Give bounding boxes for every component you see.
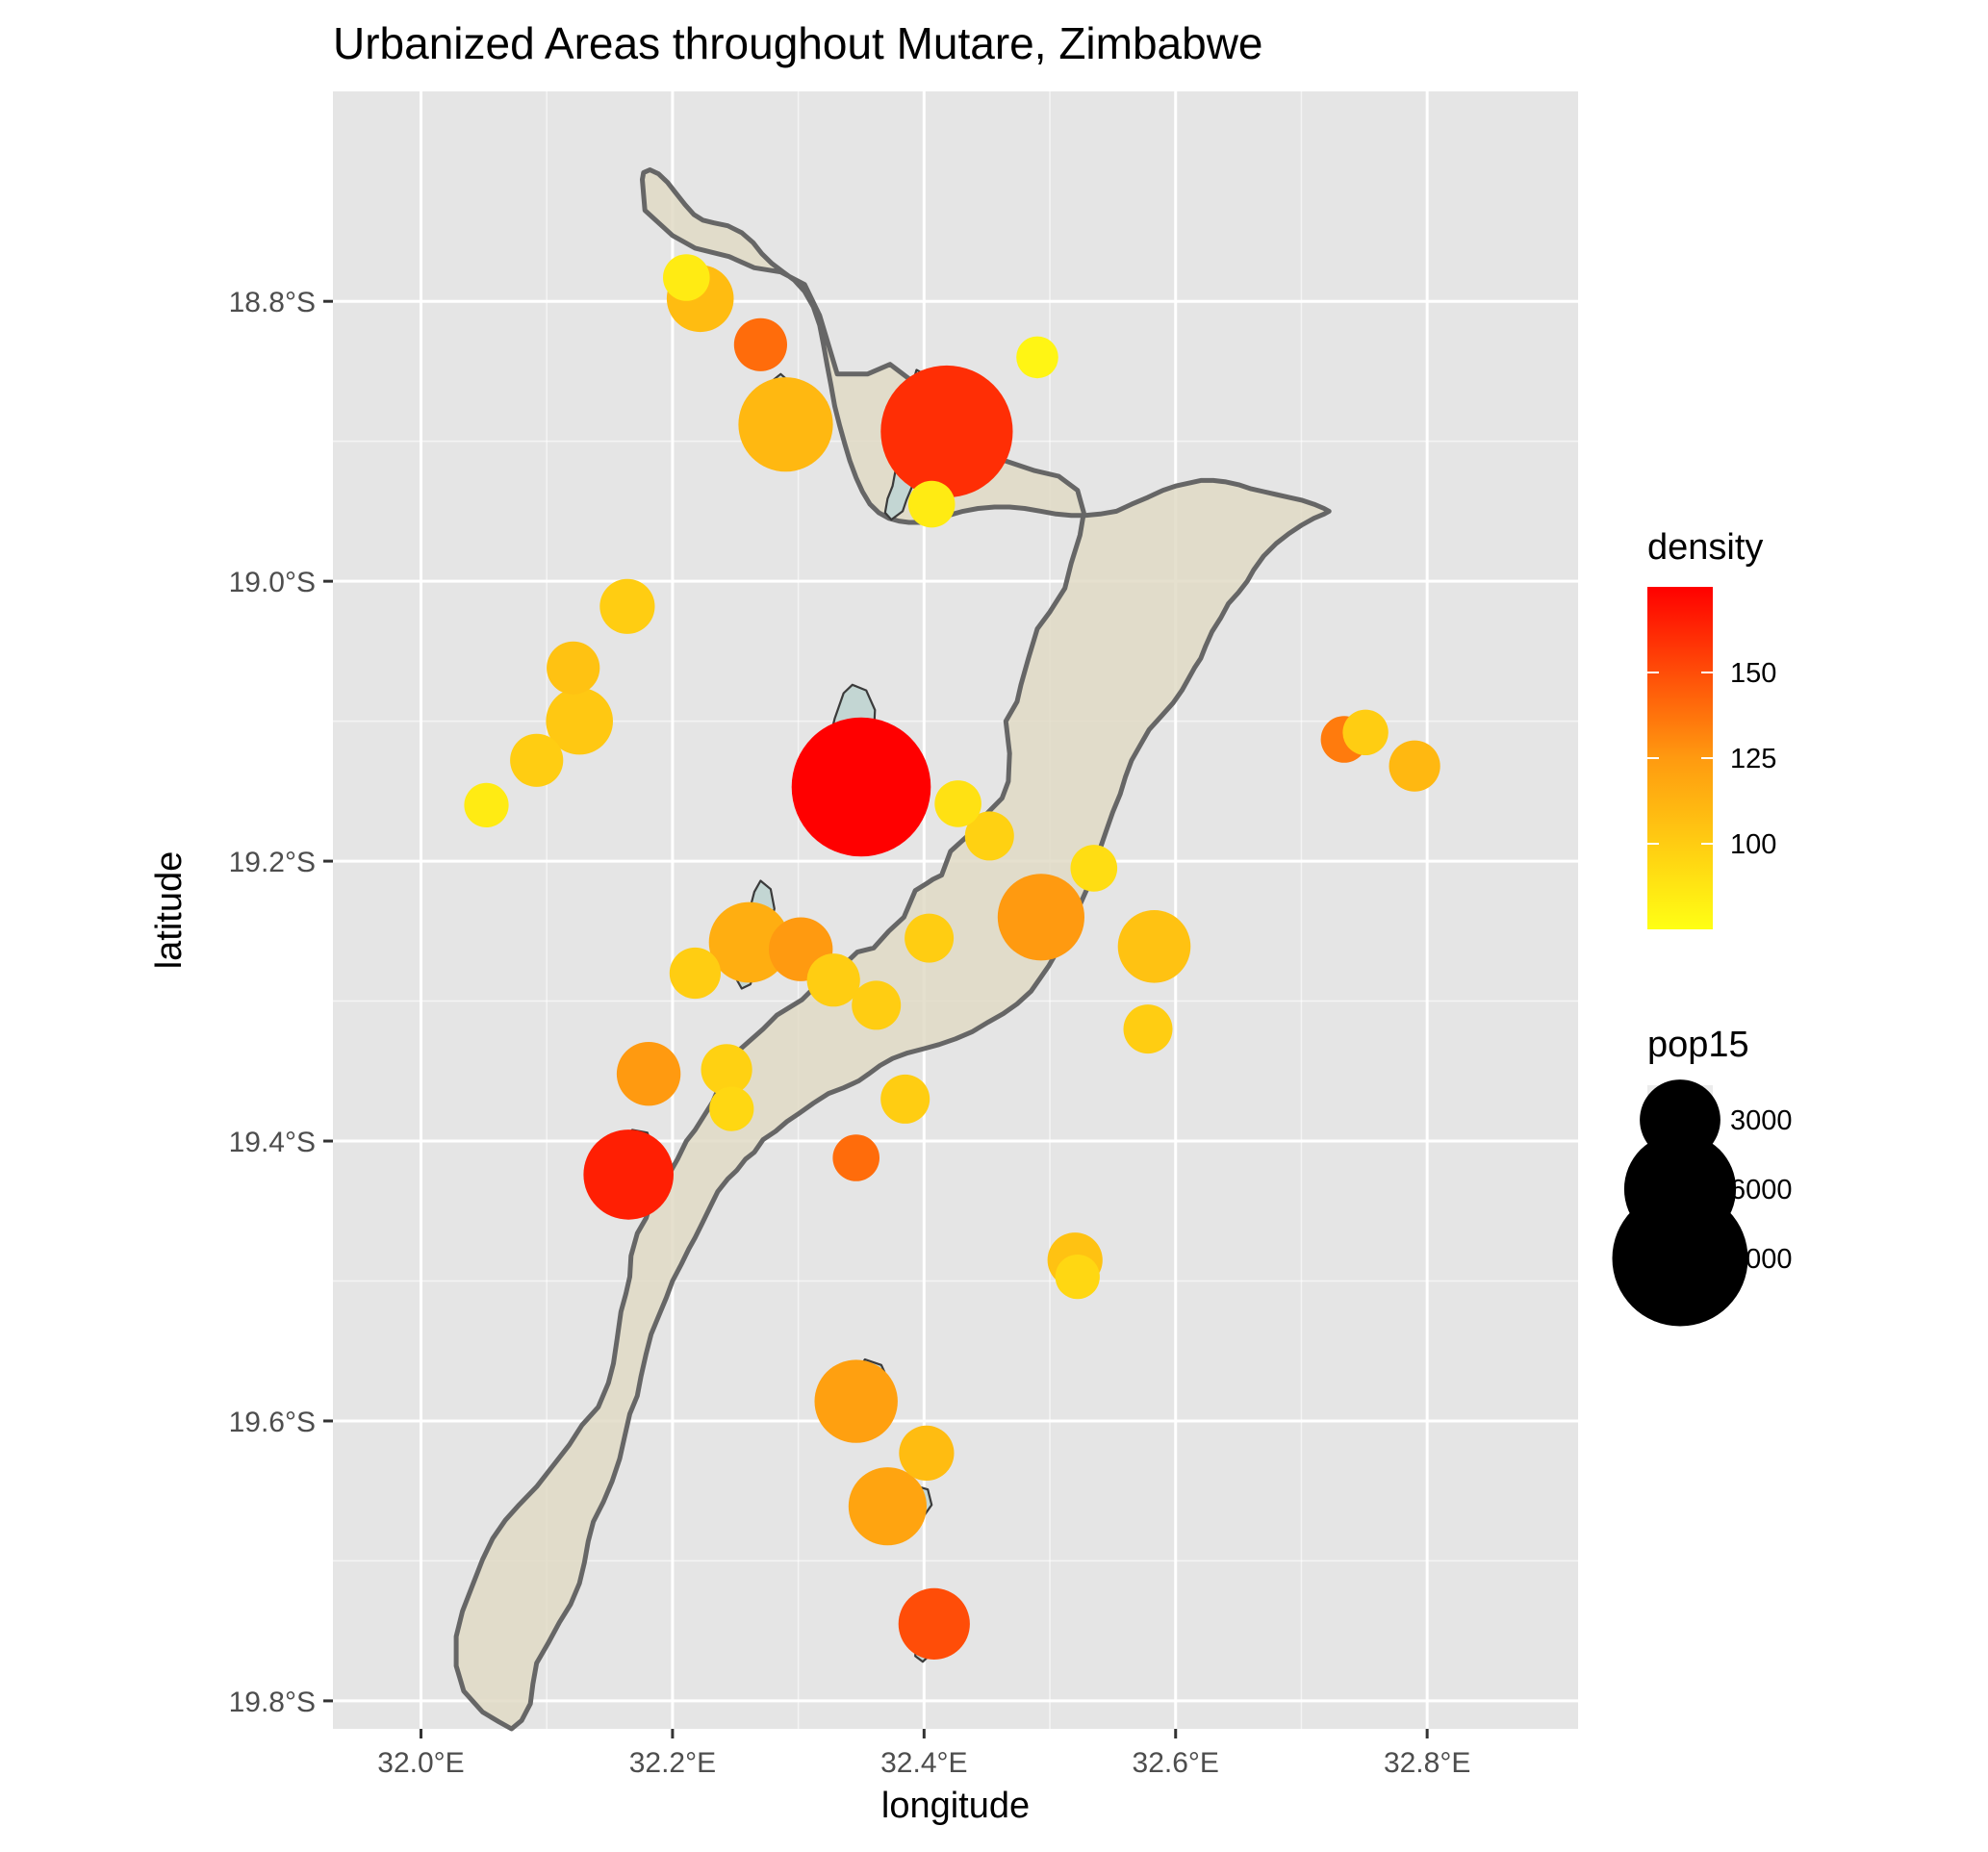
urban-point[interactable] (1070, 845, 1118, 892)
colorbar-tick-label: 125 (1730, 744, 1776, 774)
axes: 32.0°E 32.2°E 32.4°E 32.6°E 32.8°E 18.8°S 19.0… (229, 287, 1471, 1779)
urban-point[interactable] (701, 1044, 752, 1096)
urban-point[interactable] (880, 365, 1013, 498)
urban-point[interactable] (1016, 336, 1058, 379)
colorbar-tick-label: 100 (1730, 829, 1776, 860)
x-tick-label: 32.2°E (629, 1747, 716, 1779)
urban-point[interactable] (791, 717, 931, 857)
y-tick-label: 19.4°S (229, 1127, 316, 1158)
y-tick-label: 18.8°S (229, 287, 316, 318)
density-legend-title: density (1647, 527, 1763, 568)
urban-point[interactable] (708, 901, 790, 983)
urban-point[interactable] (663, 254, 710, 301)
urban-point[interactable] (709, 1086, 754, 1131)
x-tick-label: 32.6°E (1133, 1747, 1219, 1779)
density-colorbar-ticks: 100 125 150 (1647, 658, 1776, 860)
urban-point[interactable] (616, 1042, 681, 1106)
colorbar-tick-label: 150 (1730, 658, 1776, 689)
urban-point[interactable] (848, 1467, 928, 1546)
x-tick-label: 32.4°E (880, 1747, 967, 1779)
urban-point[interactable] (510, 733, 564, 787)
y-axis-title: latitude (149, 851, 190, 970)
pop15-legend-label: 9000 (1730, 1244, 1793, 1275)
urban-point[interactable] (898, 1587, 970, 1660)
urban-point[interactable] (806, 953, 860, 1007)
urban-point[interactable] (964, 811, 1014, 861)
urban-point[interactable] (669, 947, 722, 1000)
urban-point[interactable] (852, 980, 902, 1030)
pop15-legend-label: 3000 (1730, 1105, 1793, 1136)
pop15-legend-label: 6000 (1730, 1175, 1793, 1205)
urban-point[interactable] (934, 780, 981, 827)
legend: density 100 125 150 pop15 3000 6000 9000 (1612, 527, 1793, 1327)
urban-point[interactable] (583, 1129, 674, 1220)
chart-title: Urbanized Areas throughout Mutare, Zimba… (333, 18, 1263, 68)
pop15-legend-entries: 3000 6000 9000 (1612, 1079, 1793, 1327)
urban-point[interactable] (733, 317, 788, 371)
urban-point[interactable] (599, 578, 655, 634)
pop15-legend-key (1612, 1190, 1748, 1327)
pop15-legend-title: pop15 (1647, 1025, 1749, 1065)
urban-point[interactable] (899, 1425, 955, 1481)
urban-point[interactable] (547, 641, 600, 695)
urban-point[interactable] (880, 1074, 930, 1124)
y-tick-label: 19.6°S (229, 1407, 316, 1438)
urban-point[interactable] (546, 687, 613, 755)
urban-point[interactable] (464, 782, 509, 828)
x-tick-label: 32.0°E (377, 1747, 464, 1779)
urban-point[interactable] (997, 874, 1084, 961)
urban-point[interactable] (907, 480, 956, 528)
urban-point[interactable] (905, 913, 955, 963)
x-tick-label: 32.8°E (1384, 1747, 1470, 1779)
y-tick-label: 19.8°S (229, 1687, 316, 1718)
urban-point[interactable] (1117, 910, 1191, 983)
y-tick-label: 19.0°S (229, 567, 316, 598)
y-tick-label: 19.2°S (229, 847, 316, 878)
urban-point[interactable] (1055, 1255, 1100, 1300)
urban-point[interactable] (832, 1134, 879, 1181)
district-boundary (453, 167, 1332, 1732)
urban-point[interactable] (738, 377, 833, 472)
urban-point[interactable] (1389, 740, 1440, 792)
urban-point[interactable] (1123, 1004, 1173, 1054)
urban-point[interactable] (1342, 709, 1389, 755)
urban-point[interactable] (814, 1359, 898, 1443)
district-layer (453, 167, 1332, 1732)
points-layer (464, 254, 1440, 1660)
x-axis-title: longitude (881, 1786, 1030, 1826)
